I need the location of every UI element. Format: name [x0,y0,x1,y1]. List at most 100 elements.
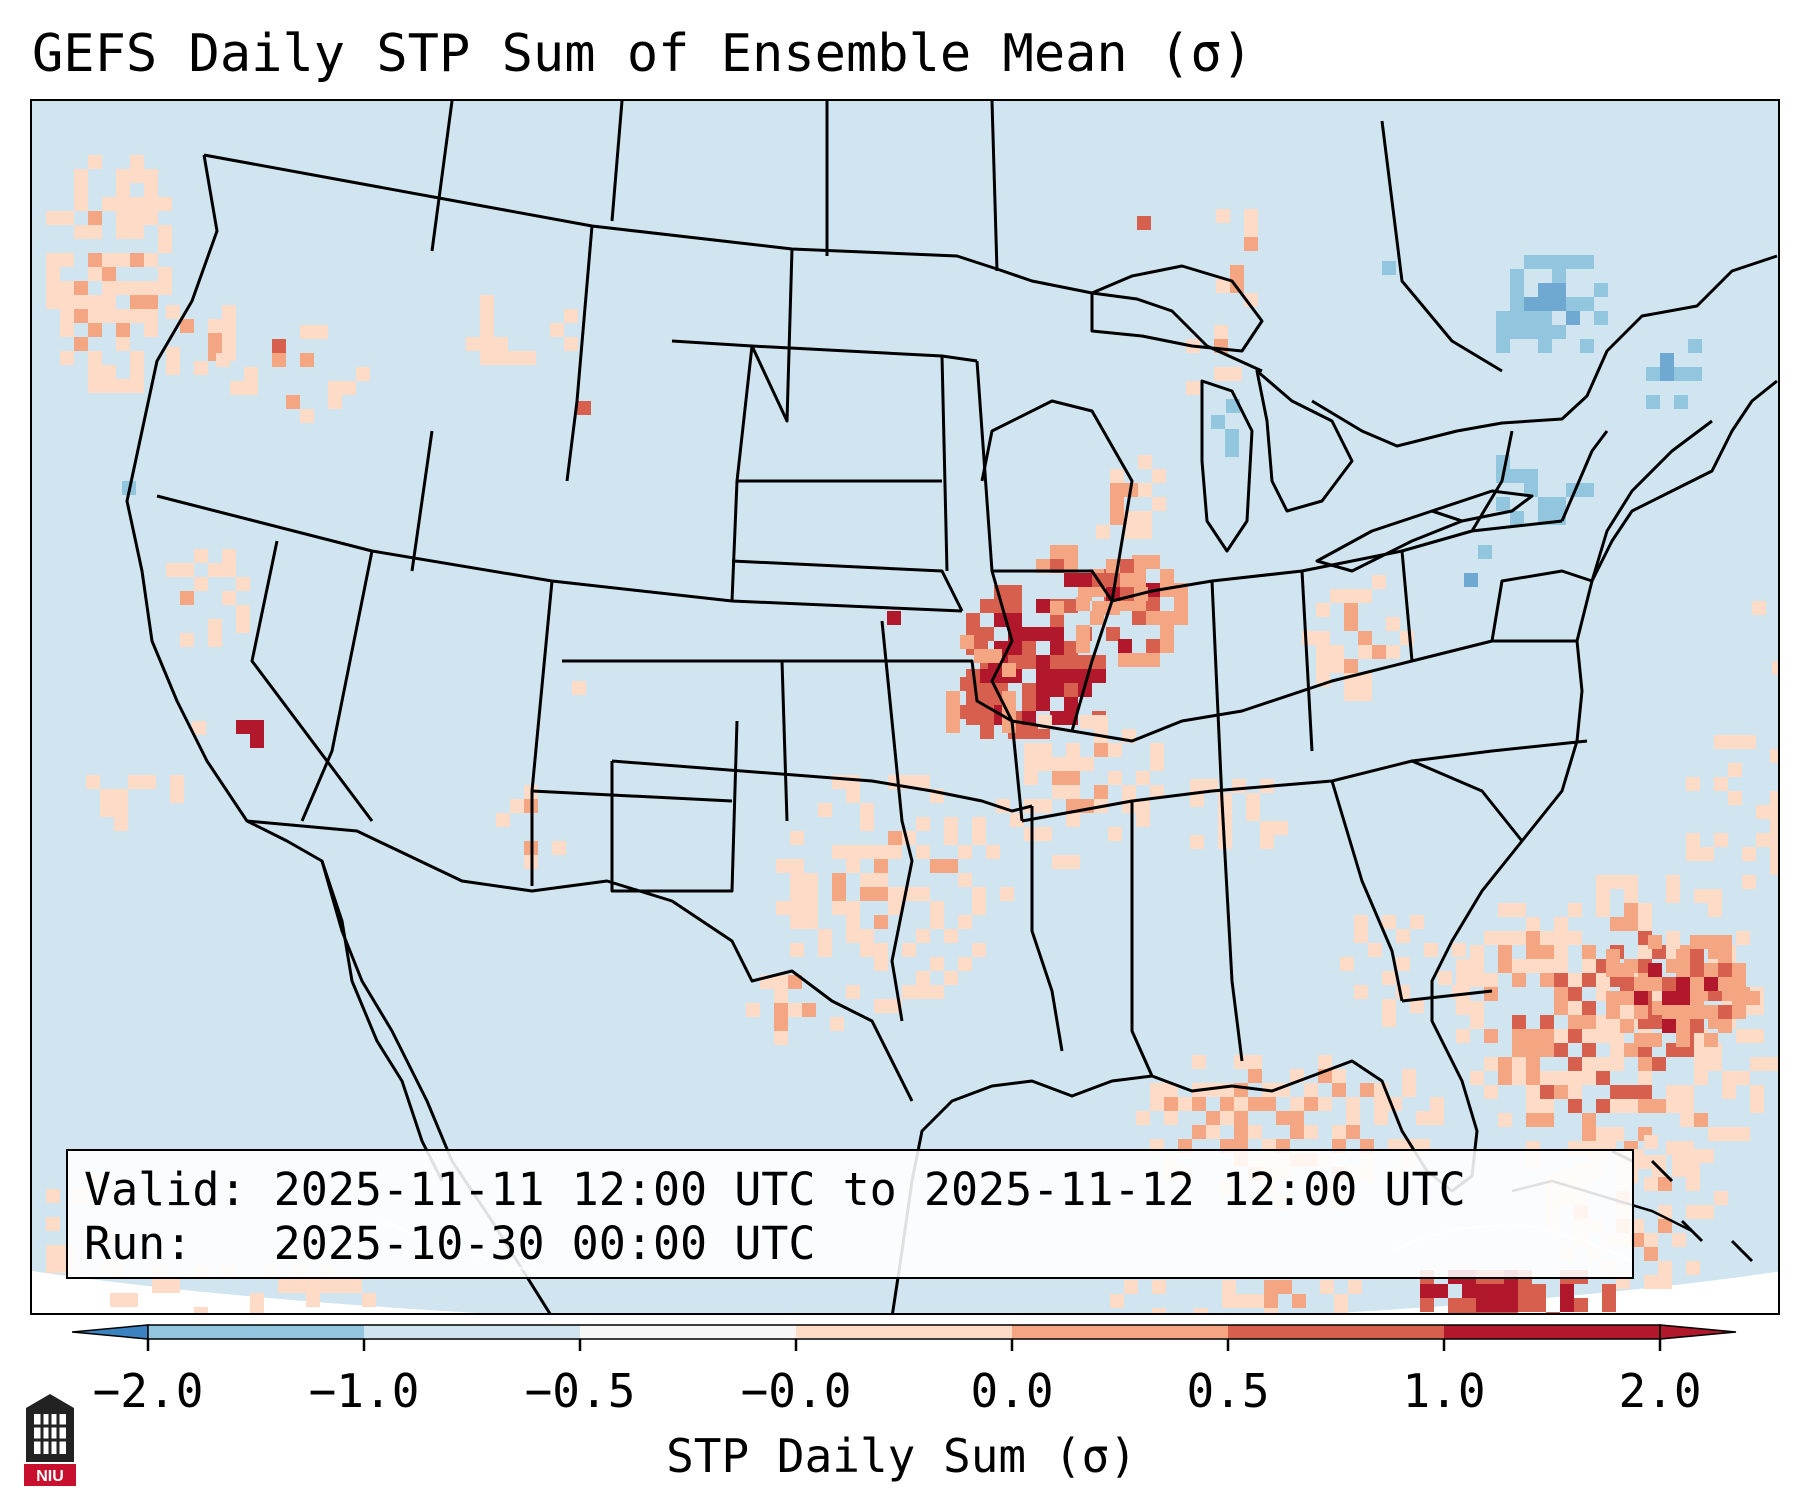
anomaly-cell [1124,1280,1138,1294]
anomaly-cell [860,929,874,943]
anomaly-cell [832,873,846,887]
anomaly-cell [1386,645,1400,659]
anomaly-cell [1190,793,1204,807]
anomaly-cell [222,591,236,605]
anomaly-cell [1736,1071,1750,1085]
anomaly-cell [1136,771,1150,785]
anomaly-cell [1490,1298,1504,1312]
anomaly-cell [860,803,874,817]
anomaly-cell [1526,917,1540,931]
anomaly-cell [88,211,102,225]
anomaly-cell [960,705,974,719]
anomaly-cell [1192,1097,1206,1111]
anomaly-cell [116,197,130,211]
anomaly-cell [1470,1015,1484,1029]
anomaly-cell [1110,1294,1124,1308]
anomaly-cell [60,253,74,267]
anomaly-cell [152,1279,166,1293]
anomaly-cell [1568,1015,1582,1029]
anomaly-cell [916,817,930,831]
anomaly-cell [130,309,144,323]
anomaly-cell [1152,469,1166,483]
anomaly-cell [116,169,130,183]
anomaly-cell [74,183,88,197]
anomaly-cell [144,253,158,267]
anomaly-cell [1354,915,1368,929]
anomaly-cell [1646,367,1660,381]
anomaly-cell [1620,963,1634,977]
anomaly-cell [158,267,172,281]
anomaly-cell [1498,1057,1512,1071]
anomaly-cell [1680,1099,1694,1113]
anomaly-cell [1150,1097,1164,1111]
anomaly-cell [1660,353,1674,367]
colorbar-frame [147,1324,1661,1340]
anomaly-cell [1526,959,1540,973]
anomaly-cell [972,901,986,915]
anomaly-cell [88,253,102,267]
anomaly-cell [944,929,958,943]
anomaly-cell [1638,903,1652,917]
anomaly-cell [1704,977,1718,991]
anomaly-cell [1036,599,1050,613]
anomaly-cell [222,305,236,319]
anomaly-cell [1234,1097,1248,1111]
anomaly-cell [1064,641,1078,655]
anomaly-cell [1634,991,1648,1005]
anomaly-cell [1138,525,1152,539]
anomaly-cell [158,281,172,295]
anomaly-cell [774,1031,788,1045]
anomaly-cell [1220,1097,1234,1111]
anomaly-cell [930,915,944,929]
anomaly-cell [1620,1019,1634,1033]
anomaly-cell [1484,1057,1498,1071]
anomaly-cell [1582,1001,1596,1015]
anomaly-cell [1602,1284,1616,1298]
anomaly-cell [1094,715,1108,729]
anomaly-cell [250,1307,264,1313]
anomaly-cell [1108,827,1122,841]
anomaly-cell [1496,325,1510,339]
anomaly-cell [1732,1005,1746,1019]
anomaly-cell [102,379,116,393]
colorbar-tick-label: 1.0 [1402,1364,1486,1418]
anomaly-cell [1138,455,1152,469]
anomaly-cell [1190,779,1204,793]
anomaly-cell [144,183,158,197]
anomaly-cell [1080,757,1094,771]
anomaly-cell [774,989,788,1003]
anomaly-cell [1470,945,1484,959]
anomaly-cell [1036,669,1050,683]
anomaly-cell [874,943,888,957]
anomaly-cell [1330,645,1344,659]
anomaly-cell [116,337,130,351]
anomaly-cell [916,887,930,901]
anomaly-cell [1624,875,1638,889]
anomaly-cell [1512,973,1526,987]
anomaly-cell [1574,1298,1588,1312]
anomaly-cell [1092,601,1106,615]
anomaly-cell [124,1293,138,1307]
anomaly-cell [1624,903,1638,917]
anomaly-cell [1260,835,1274,849]
anomaly-cell [1722,1085,1736,1099]
anomaly-cell [1736,1029,1750,1043]
anomaly-cell [114,803,128,817]
anomaly-cell [496,813,510,827]
anomaly-cell [1742,847,1756,861]
anomaly-cell [1750,1099,1764,1113]
anomaly-cell [1732,977,1746,991]
anomaly-cell [818,943,832,957]
anomaly-cell [832,845,846,859]
boundaries [125,101,1778,1313]
anomaly-cell [1708,889,1722,903]
anomaly-cell [88,379,102,393]
anomaly-cell [1704,935,1718,949]
anomaly-cell [222,333,236,347]
anomaly-cell [1354,929,1368,943]
anomaly-cell [1402,1069,1416,1083]
anomaly-cell [846,775,860,789]
anomaly-cell [1540,973,1554,987]
anomaly-cell [1470,1071,1484,1085]
anomaly-cell [1236,1294,1250,1308]
